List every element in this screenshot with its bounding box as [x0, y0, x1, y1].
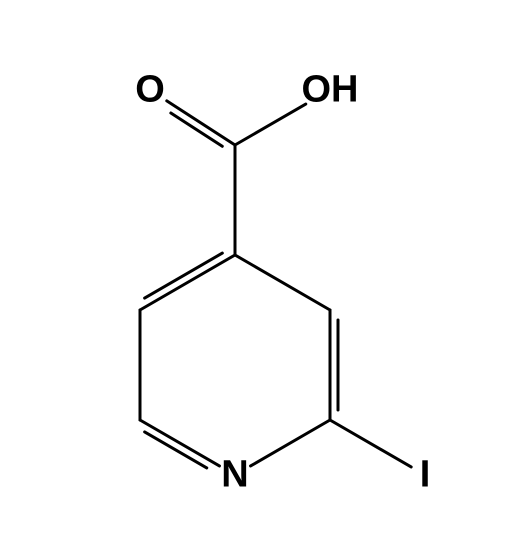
atom-label-i: I — [420, 454, 431, 497]
molecule-canvas: N I O OH — [0, 0, 510, 550]
bond-layer — [0, 0, 510, 550]
atom-label-o2: OH — [302, 69, 359, 112]
atom-label-n: N — [221, 454, 248, 497]
atom-label-o1: O — [135, 69, 165, 112]
